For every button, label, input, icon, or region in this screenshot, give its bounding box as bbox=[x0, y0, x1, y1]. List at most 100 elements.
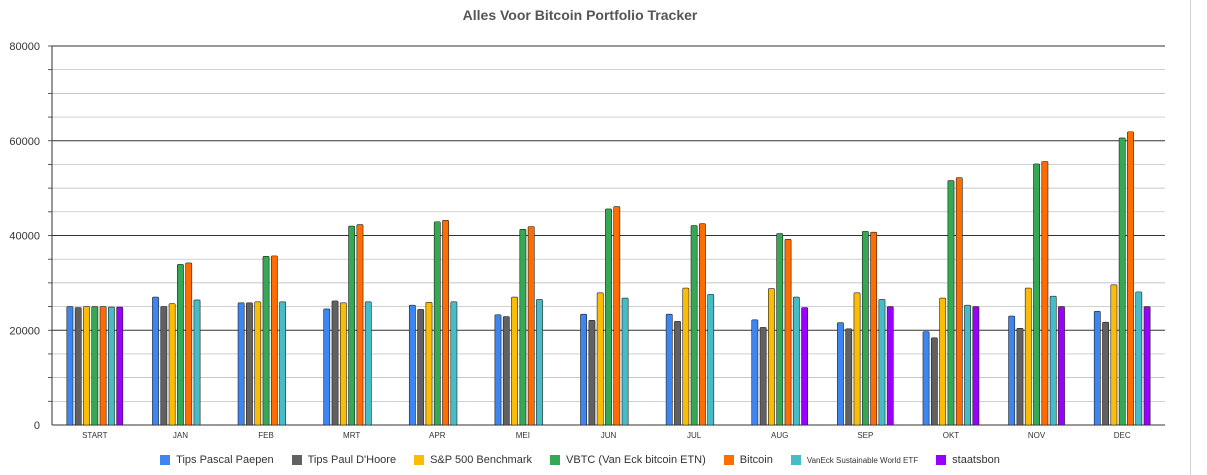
bar bbox=[519, 229, 527, 426]
bar bbox=[364, 301, 372, 426]
x-tick-label: APR bbox=[429, 431, 446, 440]
bar bbox=[152, 296, 159, 426]
bar bbox=[1008, 315, 1016, 426]
legend-swatch bbox=[414, 455, 425, 465]
bar bbox=[356, 224, 364, 426]
bar bbox=[237, 302, 245, 426]
bar bbox=[66, 306, 74, 426]
x-tick-label: JAN bbox=[173, 431, 188, 440]
bar bbox=[254, 301, 262, 426]
bar bbox=[674, 320, 681, 426]
x-tick-label: SEP bbox=[857, 431, 873, 440]
bar bbox=[168, 303, 176, 426]
bar bbox=[83, 306, 90, 426]
bar bbox=[1118, 137, 1126, 426]
bar bbox=[886, 306, 894, 426]
chart-legend: Tips Pascal Paepen Tips Paul D'Hoore S&P 5… bbox=[0, 454, 1160, 466]
legend-label: Bitcoin bbox=[739, 454, 773, 466]
bar bbox=[279, 301, 287, 426]
bar bbox=[964, 304, 971, 426]
bar bbox=[837, 322, 844, 426]
bar bbox=[177, 264, 184, 426]
bar bbox=[621, 297, 629, 426]
bar bbox=[1049, 295, 1057, 426]
bar bbox=[1033, 163, 1040, 426]
legend-item: VanEck Sustainable World ETF bbox=[790, 454, 919, 466]
bar bbox=[502, 316, 510, 426]
bar bbox=[596, 292, 604, 426]
bar bbox=[160, 306, 168, 426]
scroll-divider bbox=[1190, 0, 1191, 475]
legend-item: VBTC (Van Eck bitcoin ETN) bbox=[550, 454, 706, 466]
x-tick-label: FEB bbox=[258, 431, 274, 440]
bar bbox=[116, 306, 124, 426]
legend-label: VBTC (Van Eck bitcoin ETN) bbox=[566, 454, 706, 466]
y-tick-label: 80000 bbox=[9, 41, 40, 53]
bar bbox=[527, 226, 535, 426]
bar bbox=[690, 225, 698, 426]
x-tick-label: JUL bbox=[687, 431, 702, 440]
bar bbox=[665, 313, 673, 426]
bar bbox=[433, 221, 441, 426]
legend-swatch bbox=[723, 455, 734, 465]
x-tick-label: DEC bbox=[1114, 431, 1131, 440]
bar bbox=[536, 299, 543, 426]
bar bbox=[1024, 287, 1032, 426]
bar bbox=[494, 314, 502, 426]
legend-label: staatsbon bbox=[952, 454, 1000, 466]
y-tick-label: 0 bbox=[34, 420, 40, 432]
legend-item: S&P 500 Benchmark bbox=[414, 454, 532, 466]
bar bbox=[331, 300, 339, 426]
bar bbox=[751, 319, 759, 426]
bar bbox=[417, 309, 425, 426]
bar bbox=[853, 292, 861, 426]
bar bbox=[870, 231, 878, 426]
bar bbox=[74, 307, 82, 426]
bar bbox=[759, 327, 767, 426]
bar bbox=[99, 306, 107, 426]
chart-title: Alles Voor Bitcoin Portfolio Tracker bbox=[462, 7, 698, 23]
bar bbox=[699, 223, 706, 426]
legend-label: Tips Paul D'Hoore bbox=[307, 454, 397, 466]
bar bbox=[511, 296, 518, 426]
bar bbox=[1102, 321, 1109, 426]
bar bbox=[605, 208, 612, 426]
legend-label: VanEck Sustainable World ETF bbox=[806, 455, 919, 465]
bar bbox=[939, 297, 947, 426]
legend-swatch bbox=[790, 455, 801, 465]
x-tick-label: AUG bbox=[771, 431, 788, 440]
bars bbox=[66, 131, 1151, 426]
legend-label: Tips Pascal Paepen bbox=[176, 454, 274, 466]
y-tick-label: 40000 bbox=[9, 231, 40, 243]
bar bbox=[707, 293, 715, 426]
bar bbox=[108, 306, 115, 426]
bar bbox=[91, 306, 99, 426]
bar bbox=[408, 304, 416, 426]
bar bbox=[930, 337, 938, 426]
bar bbox=[1016, 328, 1024, 426]
bar bbox=[1041, 161, 1049, 426]
legend-item: staatsbon bbox=[936, 454, 1000, 466]
x-tick-label: JUN bbox=[601, 431, 617, 440]
bar bbox=[1058, 306, 1065, 426]
bar bbox=[580, 313, 587, 426]
bar bbox=[768, 288, 775, 426]
bar bbox=[193, 299, 201, 426]
bar bbox=[801, 307, 809, 426]
bar bbox=[1127, 131, 1134, 426]
bar bbox=[1135, 291, 1143, 426]
bar bbox=[450, 301, 458, 426]
bar bbox=[588, 319, 596, 426]
legend-item: Tips Paul D'Hoore bbox=[291, 454, 397, 466]
x-tick-label: MEI bbox=[516, 431, 530, 440]
legend-label: S&P 500 Benchmark bbox=[430, 454, 533, 466]
y-tick-label: 60000 bbox=[9, 136, 40, 148]
legend-swatch bbox=[160, 455, 171, 465]
bar bbox=[425, 301, 433, 426]
bar bbox=[947, 180, 955, 426]
bar bbox=[1093, 310, 1101, 426]
bar bbox=[185, 262, 193, 426]
legend-swatch bbox=[291, 455, 302, 465]
legend-item: Tips Pascal Paepen bbox=[160, 454, 274, 466]
